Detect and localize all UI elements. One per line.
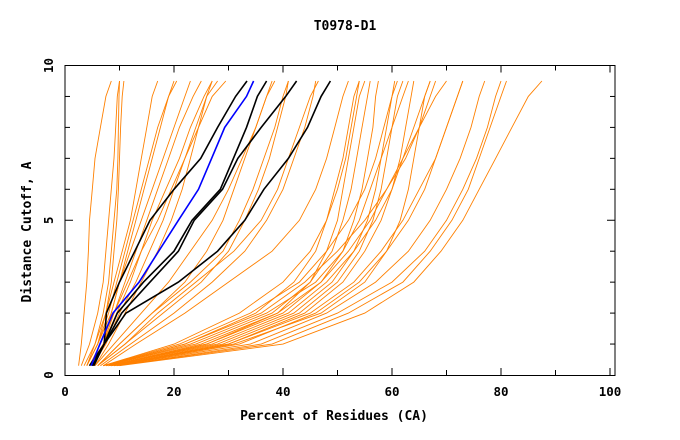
line-orange-19 (102, 80, 349, 367)
line-orange-10 (89, 80, 227, 366)
line-orange-17 (100, 80, 317, 367)
line-orange-9 (91, 80, 218, 366)
line-orange-26 (111, 80, 415, 367)
line-orange-4 (86, 80, 125, 366)
line-orange-31 (113, 80, 464, 367)
x-tick-label: 0 (61, 384, 69, 399)
line-orange-29 (113, 80, 486, 367)
x-tick-label: 20 (166, 384, 181, 399)
line-black-4 (91, 80, 332, 367)
line-black-3 (93, 80, 298, 367)
x-tick-label: 100 (599, 384, 622, 399)
x-tick-label: 60 (384, 384, 399, 399)
line-orange-14 (97, 80, 273, 367)
line-orange-36 (119, 80, 543, 367)
line-orange-2 (80, 80, 120, 366)
x-tick-label: 40 (275, 384, 290, 399)
x-axis-label: Percent of Residues (CA) (240, 409, 428, 424)
line-orange-32 (108, 80, 447, 367)
line-orange-34 (105, 80, 409, 367)
line-orange-25 (108, 80, 396, 367)
line-orange-1 (78, 80, 112, 366)
line-orange-13 (86, 80, 159, 366)
line-orange-22 (105, 80, 371, 367)
line-orange-30 (116, 80, 502, 367)
line-orange-24 (103, 80, 360, 367)
chart-title: T0978-D1 (314, 19, 377, 34)
line-orange-40 (105, 80, 437, 367)
line-orange-28 (113, 80, 464, 367)
line-orange-23 (108, 80, 379, 367)
line-black-2 (92, 80, 268, 367)
series-lines (78, 80, 543, 367)
y-tick-label: 10 (41, 58, 56, 73)
line-blue-1 (90, 80, 255, 366)
x-tick-label: 80 (493, 384, 508, 399)
line-orange-35 (116, 80, 507, 367)
line-orange-39 (111, 80, 431, 367)
line-orange-38 (108, 80, 366, 367)
line-orange-27 (108, 80, 431, 367)
line-orange-3 (83, 80, 120, 366)
y-tick-label: 0 (41, 371, 56, 379)
line-orange-33 (111, 80, 404, 367)
line-black-1 (88, 80, 248, 367)
line-orange-37 (103, 80, 398, 367)
axis-ticks: 0 20 40 60 80 100 0 5 10 (41, 58, 621, 399)
line-orange-7 (86, 80, 178, 366)
y-axis-label: Distance Cutoff, A (20, 161, 35, 302)
plot-frame (64, 65, 616, 376)
line-orange-20 (97, 80, 289, 367)
line-orange-18 (97, 80, 319, 367)
y-tick-label: 5 (41, 216, 56, 224)
line-orange-16 (94, 80, 276, 366)
